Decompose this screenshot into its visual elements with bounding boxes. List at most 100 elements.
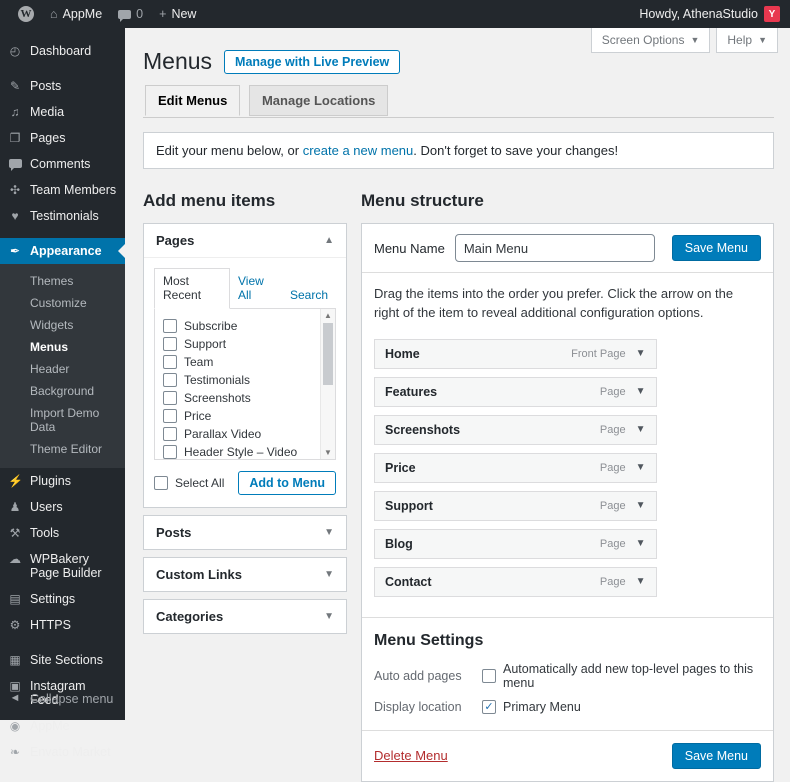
auto-add-pages-checkbox[interactable]	[482, 668, 496, 683]
page-checkbox-row: Testimonials	[163, 371, 315, 389]
expand-item-icon[interactable]: ▼	[635, 538, 646, 550]
page-checkbox-row: Parallax Video	[163, 425, 315, 443]
sliders-icon: ▤	[9, 592, 21, 606]
create-new-menu-link[interactable]: create a new menu	[302, 143, 414, 158]
pages-accordion-header[interactable]: Pages ▲	[156, 233, 334, 248]
sidebar-item-appme[interactable]: ◉ AppMe	[9, 719, 70, 733]
sidebar-item-team-members[interactable]: ✣ Team Members	[9, 183, 117, 197]
expand-item-icon[interactable]: ▼	[635, 500, 646, 512]
menu-item-type: Front Page	[571, 347, 626, 360]
categories-accordion-header[interactable]: Categories ▼	[156, 609, 334, 624]
sidebar-item-comments[interactable]: Comments	[0, 151, 125, 177]
sidebar-item-media[interactable]: ♫ Media	[0, 99, 125, 125]
expand-item-icon[interactable]: ▼	[635, 576, 646, 588]
submenu-item-customize[interactable]: Customize	[30, 296, 87, 310]
sidebar-item-plugins[interactable]: ⚡ Plugins	[8, 474, 71, 488]
menu-item-features[interactable]: Features Page ▼	[374, 376, 657, 407]
menu-settings-section: Menu Settings Auto add pages Automatical…	[362, 616, 773, 730]
expand-item-icon[interactable]: ▼	[635, 462, 646, 474]
manage-live-preview-button[interactable]: Manage with Live Preview	[224, 49, 401, 74]
collapse-menu-button[interactable]: ◄ Collapse menu	[9, 692, 114, 706]
menu-item-support[interactable]: Support Page ▼	[374, 490, 657, 521]
sidebar-item-users[interactable]: ♟ Users	[9, 500, 63, 514]
submenu-item-themes[interactable]: Themes	[30, 274, 74, 288]
avatar[interactable]: Y	[764, 6, 780, 22]
menu-item-contact[interactable]: Contact Page ▼	[374, 566, 657, 597]
menu-name-input[interactable]	[454, 234, 655, 262]
checkbox-support[interactable]	[163, 337, 177, 351]
tab-manage-locations[interactable]: Manage Locations	[248, 85, 389, 116]
wrench-icon: ⚒	[9, 526, 21, 540]
delete-menu-link[interactable]: Delete Menu	[374, 748, 448, 764]
scroll-down-icon[interactable]: ▼	[324, 448, 332, 457]
menu-item-home[interactable]: Home Front Page ▼	[374, 338, 657, 369]
expand-item-icon[interactable]: ▼	[635, 348, 646, 360]
sidebar-item-tools[interactable]: ⚒ Tools	[9, 526, 60, 540]
checkbox-screenshots[interactable]	[163, 391, 177, 405]
sidebar-item-testimonials[interactable]: ♥ Testimonials	[0, 203, 125, 229]
select-all-checkbox[interactable]	[154, 476, 168, 490]
new-content-menu[interactable]: + New	[151, 0, 204, 28]
submenu-item-import-demo-data[interactable]: Import Demo Data	[30, 406, 100, 434]
screen-options-button[interactable]: Screen Options ▼	[590, 28, 711, 53]
sidebar-item-https[interactable]: ⚙ HTTPS	[9, 618, 71, 632]
sidebar-item-wpbakery[interactable]: ☁ WPBakery Page Builder	[9, 552, 102, 580]
checkbox-header-style-video[interactable]	[163, 445, 177, 459]
checkbox-parallax-video[interactable]	[163, 427, 177, 441]
sidebar-item-site-sections[interactable]: ▦ Site Sections	[9, 653, 103, 667]
sidebar-item-envato-market[interactable]: ❧ Envato Market	[9, 745, 111, 759]
sidebar-item-settings[interactable]: ▤ Settings	[9, 592, 76, 606]
leaf-icon: ❧	[9, 745, 21, 759]
submenu-item-header[interactable]: Header	[30, 362, 70, 376]
checkbox-testimonials[interactable]	[163, 373, 177, 387]
submenu-item-menus[interactable]: Menus	[30, 340, 69, 354]
help-button[interactable]: Help ▼	[716, 28, 778, 53]
sidebar-item-appearance[interactable]: ✒ Appearance	[0, 238, 125, 264]
menu-item-price[interactable]: Price Page ▼	[374, 452, 657, 483]
custom-links-postbox: Custom Links ▼	[143, 557, 347, 592]
page-checkbox-row: Price	[163, 407, 315, 425]
page-checkbox-row: Screenshots	[163, 389, 315, 407]
heart-icon: ♥	[11, 209, 19, 223]
sidebar-item-instagram-feed[interactable]: ▣ Instagram Feed	[9, 679, 86, 707]
expand-item-icon[interactable]: ▼	[635, 386, 646, 398]
appearance-submenu: Themes Customize Widgets Menus Header Ba…	[0, 264, 125, 468]
menu-item-screenshots[interactable]: Screenshots Page ▼	[374, 414, 657, 445]
grid-icon: ▦	[9, 653, 21, 667]
submenu-item-background[interactable]: Background	[30, 384, 95, 398]
brush-icon: ✒	[9, 244, 21, 258]
admin-bar: W ⌂ AppMe 0 + New Howdy, AthenaStudio Y	[0, 0, 790, 28]
save-menu-button-top[interactable]: Save Menu	[671, 235, 761, 261]
scrollbar-thumb[interactable]	[323, 323, 333, 385]
checkbox-team[interactable]	[163, 355, 177, 369]
sidebar-item-dashboard[interactable]: ◴ Dashboard	[9, 44, 92, 58]
posts-accordion-header[interactable]: Posts ▼	[156, 525, 334, 540]
site-name-menu[interactable]: ⌂ AppMe	[42, 0, 110, 28]
sidebar-item-pages[interactable]: ❐ Pages	[9, 131, 66, 145]
sidebar-item-posts[interactable]: ✎ Posts	[9, 79, 62, 93]
home-icon: ⌂	[50, 7, 58, 21]
pages-postbox: Pages ▲ Most Recent View All Search Subs…	[143, 223, 347, 508]
submenu-item-theme-editor[interactable]: Theme Editor	[30, 442, 103, 456]
comments-admin-bar[interactable]: 0	[110, 0, 151, 28]
menu-structure-card: Menu Name Save Menu Drag the items into …	[361, 223, 774, 782]
save-menu-button-bottom[interactable]: Save Menu	[671, 742, 761, 769]
comment-bubble-icon	[118, 9, 132, 22]
submenu-item-widgets[interactable]: Widgets	[30, 318, 74, 332]
tab-search[interactable]: Search	[289, 288, 328, 302]
expand-item-icon[interactable]: ▼	[635, 424, 646, 436]
checkbox-subscribe[interactable]	[163, 319, 177, 333]
wordpress-logo-menu[interactable]: W	[10, 0, 42, 28]
media-icon: ♫	[10, 105, 20, 119]
tab-edit-menus[interactable]: Edit Menus	[145, 85, 241, 116]
menu-item-blog[interactable]: Blog Page ▼	[374, 528, 657, 559]
primary-menu-checkbox[interactable]: ✓	[482, 699, 496, 714]
scroll-up-icon[interactable]: ▲	[324, 311, 332, 320]
custom-links-accordion-header[interactable]: Custom Links ▼	[156, 567, 334, 582]
add-to-menu-button[interactable]: Add to Menu	[238, 471, 336, 495]
tab-view-all[interactable]: View All	[237, 274, 264, 302]
howdy-account-menu[interactable]: Howdy, AthenaStudio	[639, 7, 758, 21]
scrollbar[interactable]: ▲ ▼	[320, 309, 335, 459]
tab-most-recent[interactable]: Most Recent	[154, 268, 230, 309]
checkbox-price[interactable]	[163, 409, 177, 423]
